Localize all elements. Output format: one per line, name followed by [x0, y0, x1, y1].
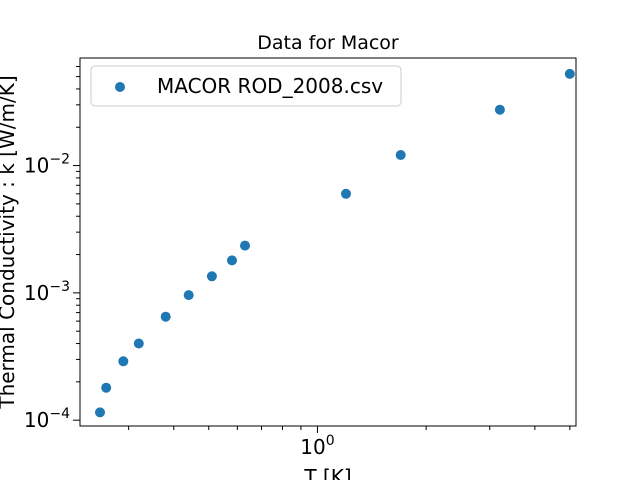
plot-area — [79, 57, 577, 427]
data-point — [494, 104, 505, 115]
legend-box — [90, 65, 402, 107]
y-tick-label: 10−2 — [24, 152, 70, 178]
data-point — [227, 255, 237, 266]
legend: MACOR ROD_2008.csv — [90, 65, 402, 107]
chart-title: Data for Macor — [257, 32, 399, 54]
data-point — [133, 338, 144, 349]
data-point — [341, 188, 351, 199]
data-point — [101, 382, 112, 393]
y-axis-label: Thermal Conductivity : k [W/m/K] — [0, 75, 19, 409]
data-point — [160, 311, 171, 322]
legend-label: MACOR ROD_2008.csv — [157, 74, 383, 98]
data-point — [564, 68, 575, 79]
data-point — [183, 290, 194, 301]
data-point — [95, 407, 105, 418]
y-tick-label: 10−4 — [24, 406, 70, 432]
x-axis-label: T [K] — [303, 465, 351, 480]
data-points — [95, 68, 575, 418]
legend-marker — [115, 82, 125, 92]
x-tick-label: 100 — [300, 433, 334, 459]
y-tick-label: 10−3 — [24, 279, 70, 305]
data-point — [206, 271, 217, 282]
data-point — [118, 356, 129, 367]
data-point — [395, 150, 406, 160]
axis-ticks: 100 10−4 10−3 10−2 — [24, 66, 571, 459]
data-point — [240, 240, 250, 251]
